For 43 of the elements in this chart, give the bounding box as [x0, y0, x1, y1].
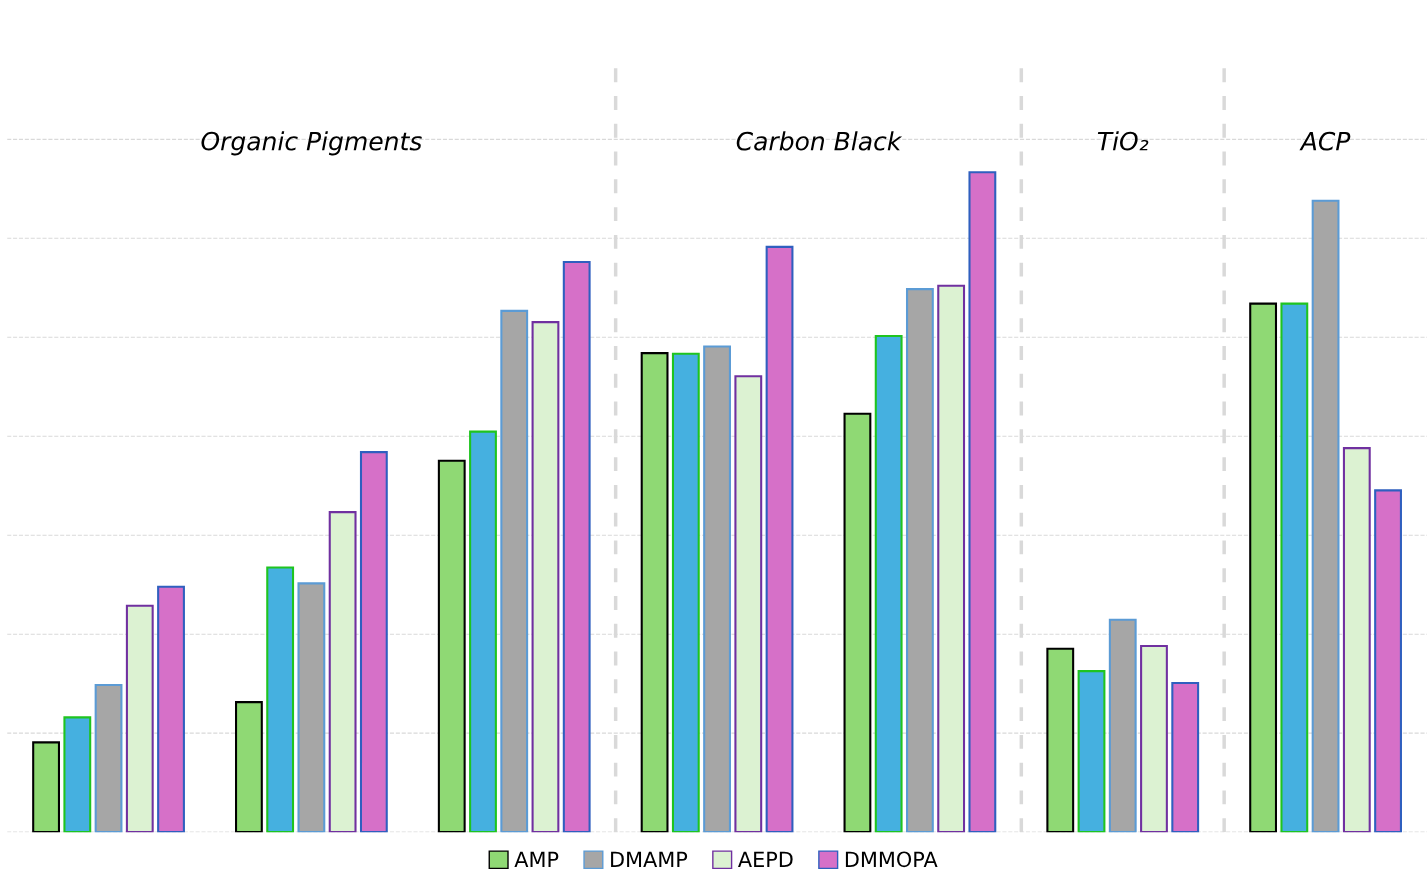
bar — [1280, 302, 1309, 833]
bar — [328, 511, 357, 833]
bar — [937, 284, 966, 833]
text: Carbon Black — [736, 131, 903, 151]
bar — [125, 604, 154, 833]
bar — [63, 716, 92, 833]
text: ACP — [1299, 131, 1351, 151]
bar — [1249, 302, 1278, 833]
bar — [157, 585, 185, 833]
legend-label: AMP — [514, 851, 559, 867]
bar — [1374, 489, 1402, 833]
bar — [1140, 645, 1168, 833]
text: Organic Pigments — [201, 131, 422, 156]
bar — [671, 352, 700, 833]
bar — [266, 566, 295, 833]
bar — [359, 451, 388, 833]
legend-label: DMAMP — [611, 851, 688, 867]
bar — [500, 309, 529, 833]
bar — [1311, 199, 1340, 833]
bar — [32, 741, 60, 833]
bar — [297, 582, 326, 833]
bar — [1046, 647, 1075, 833]
bar — [1108, 618, 1137, 833]
bar — [469, 430, 497, 833]
bar — [562, 261, 591, 833]
bar — [235, 701, 263, 833]
bar — [968, 171, 997, 833]
legend-label: AEPD — [738, 851, 793, 867]
bar — [640, 352, 669, 833]
bar — [905, 288, 934, 833]
bar — [734, 375, 763, 833]
bar — [1171, 681, 1200, 833]
bar — [94, 683, 123, 833]
bar — [874, 334, 903, 833]
text: TiO₂ — [1097, 131, 1149, 151]
bar — [1077, 670, 1106, 833]
bar — [437, 459, 466, 833]
bar — [1342, 447, 1371, 833]
bar — [843, 412, 872, 833]
bar — [703, 345, 731, 833]
bar — [531, 321, 560, 833]
legend-label: DMMOPA — [845, 851, 938, 868]
bar — [765, 245, 794, 833]
